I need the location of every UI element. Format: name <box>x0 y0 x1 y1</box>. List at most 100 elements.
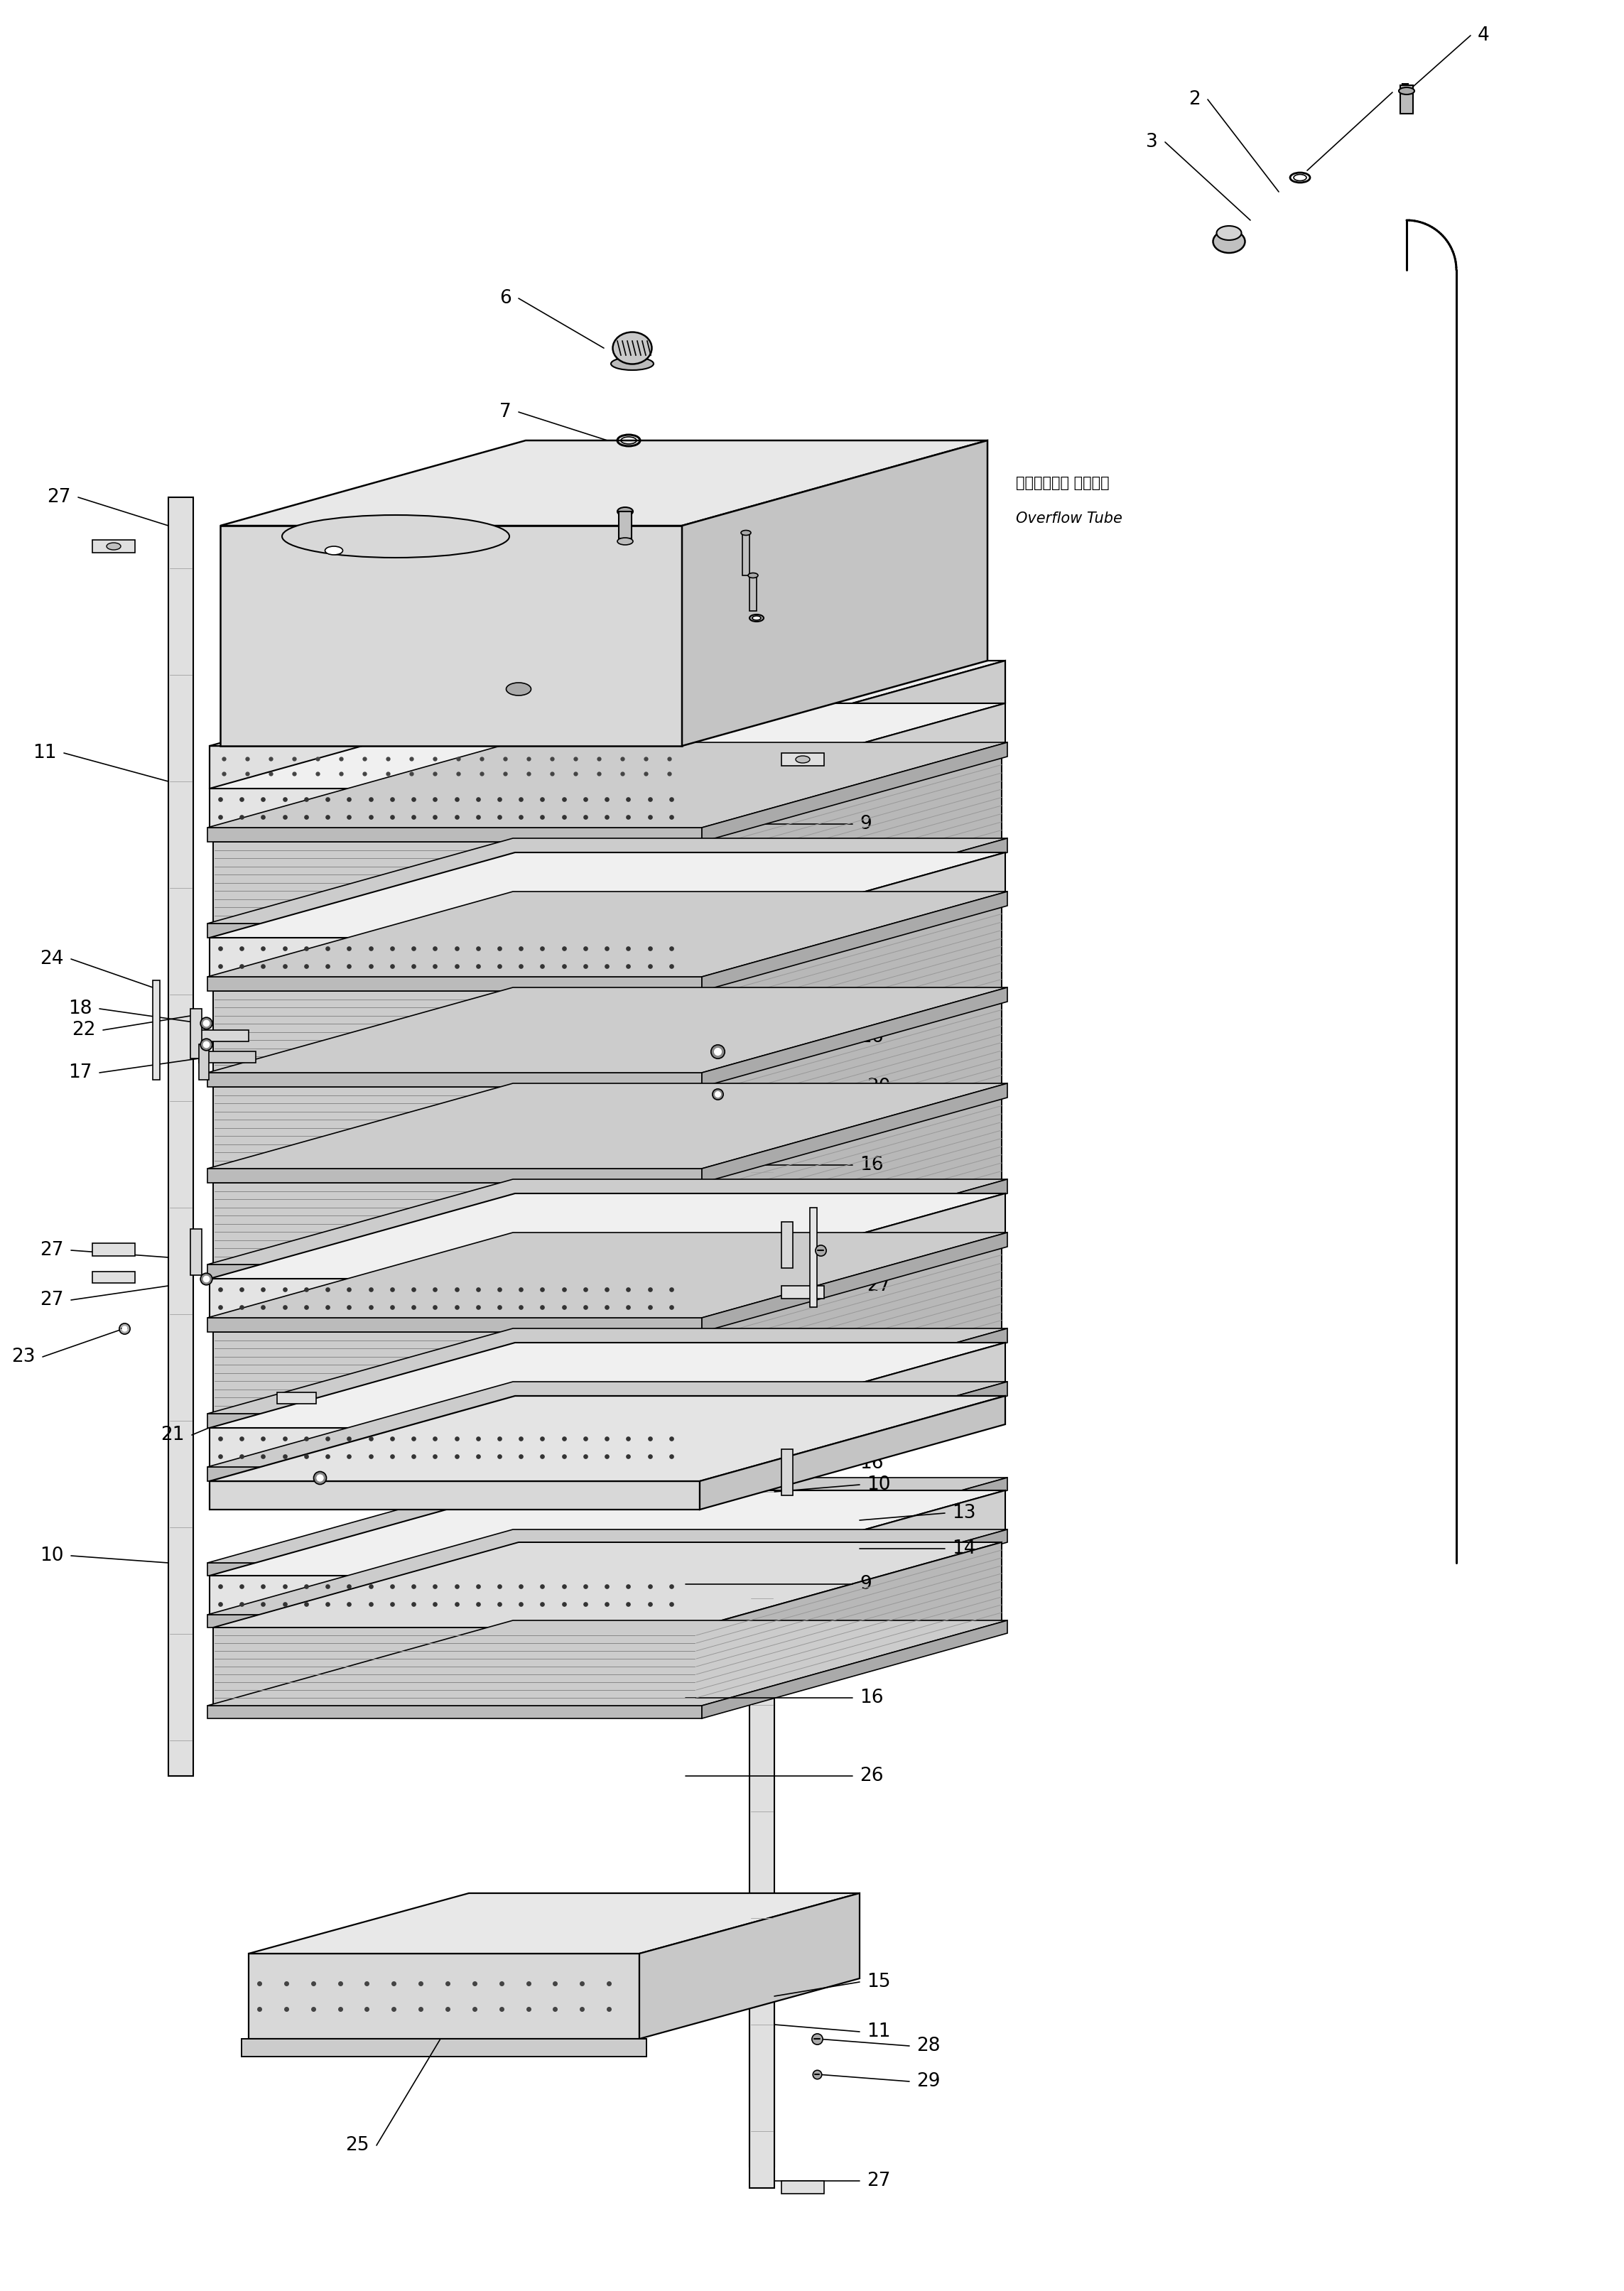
Text: 10: 10 <box>867 1475 890 1494</box>
Text: 27: 27 <box>867 2172 890 2190</box>
Polygon shape <box>702 987 1007 1086</box>
Text: 14: 14 <box>952 1540 976 1558</box>
Ellipse shape <box>325 545 343 554</box>
Polygon shape <box>702 1084 1007 1182</box>
Bar <box>750 575 757 612</box>
Polygon shape <box>209 747 700 788</box>
Ellipse shape <box>1213 229 1246 252</box>
Polygon shape <box>700 1395 1005 1510</box>
Text: 26: 26 <box>859 1340 883 1359</box>
Polygon shape <box>697 756 1002 923</box>
Text: 17: 17 <box>68 1063 93 1081</box>
Text: 15: 15 <box>867 1973 890 1991</box>
Polygon shape <box>702 742 1007 841</box>
Polygon shape <box>702 891 1007 992</box>
Ellipse shape <box>507 683 531 696</box>
Polygon shape <box>208 976 702 992</box>
Text: 5: 5 <box>1400 82 1411 101</box>
Ellipse shape <box>611 357 653 371</box>
Text: 7: 7 <box>500 403 512 422</box>
Ellipse shape <box>612 332 651 364</box>
Polygon shape <box>93 1244 135 1255</box>
Polygon shape <box>213 1331 697 1414</box>
Polygon shape <box>278 1393 317 1404</box>
Text: 9: 9 <box>859 816 872 834</box>
Text: 26: 26 <box>859 1029 883 1047</box>
Polygon shape <box>702 1329 1007 1427</box>
Text: 26: 26 <box>859 745 883 763</box>
Polygon shape <box>209 1278 700 1317</box>
Text: 4: 4 <box>1478 25 1489 46</box>
Text: 27: 27 <box>867 1276 890 1294</box>
Text: 22: 22 <box>71 1022 96 1040</box>
Ellipse shape <box>1294 174 1306 181</box>
Polygon shape <box>750 781 775 2167</box>
Text: 26: 26 <box>859 1766 883 1785</box>
Polygon shape <box>198 1052 255 1063</box>
Polygon shape <box>208 1615 702 1627</box>
Polygon shape <box>209 937 700 976</box>
Polygon shape <box>213 1001 1002 1086</box>
Text: 2: 2 <box>1189 89 1200 108</box>
Text: 3: 3 <box>1147 133 1158 151</box>
Text: 32: 32 <box>846 552 869 570</box>
Polygon shape <box>208 1705 702 1718</box>
Polygon shape <box>198 1045 209 1079</box>
Polygon shape <box>213 1246 1002 1331</box>
Polygon shape <box>208 742 1007 827</box>
Text: 20: 20 <box>867 1077 890 1095</box>
Polygon shape <box>702 1180 1007 1278</box>
Text: 11: 11 <box>867 2023 890 2041</box>
Polygon shape <box>700 852 1005 976</box>
Ellipse shape <box>741 529 750 536</box>
Ellipse shape <box>752 616 762 621</box>
Polygon shape <box>781 1285 823 1299</box>
Polygon shape <box>781 1450 793 1496</box>
Text: 12: 12 <box>859 1235 883 1253</box>
Polygon shape <box>209 1343 1005 1427</box>
Text: 21: 21 <box>161 1425 185 1443</box>
Polygon shape <box>169 497 193 1776</box>
Polygon shape <box>208 1072 702 1086</box>
Polygon shape <box>702 839 1007 937</box>
Ellipse shape <box>107 543 120 550</box>
Polygon shape <box>208 1381 1007 1466</box>
Ellipse shape <box>1398 87 1415 94</box>
Ellipse shape <box>1216 227 1241 241</box>
Text: 11: 11 <box>32 745 57 763</box>
Text: 8: 8 <box>500 488 512 506</box>
Polygon shape <box>208 1329 1007 1414</box>
Polygon shape <box>209 703 1005 788</box>
Ellipse shape <box>749 573 758 577</box>
Text: 24: 24 <box>41 951 63 969</box>
Polygon shape <box>697 1001 1002 1168</box>
Polygon shape <box>153 981 159 1079</box>
Text: 13: 13 <box>952 1503 976 1521</box>
Text: 25: 25 <box>346 2135 369 2154</box>
Polygon shape <box>640 1892 859 2039</box>
Polygon shape <box>700 703 1005 827</box>
Text: 10: 10 <box>41 1546 63 1565</box>
Polygon shape <box>213 756 1002 841</box>
Polygon shape <box>781 754 823 765</box>
Polygon shape <box>190 1008 201 1058</box>
Text: 16: 16 <box>859 921 883 939</box>
Text: 9: 9 <box>859 1574 872 1595</box>
Text: 16: 16 <box>859 1155 883 1175</box>
Text: 23: 23 <box>11 1347 36 1365</box>
Text: 27: 27 <box>41 1242 63 1260</box>
Text: 30: 30 <box>846 609 869 628</box>
Polygon shape <box>697 1246 1002 1414</box>
Polygon shape <box>208 1168 702 1182</box>
Text: 16: 16 <box>859 1688 883 1707</box>
Polygon shape <box>208 1562 702 1576</box>
Polygon shape <box>242 2039 646 2057</box>
Polygon shape <box>697 905 1002 1072</box>
Polygon shape <box>208 1265 702 1278</box>
Polygon shape <box>93 541 135 552</box>
Ellipse shape <box>750 614 763 621</box>
Polygon shape <box>209 1395 1005 1482</box>
Text: 22: 22 <box>867 1425 890 1443</box>
Bar <box>742 534 750 575</box>
Polygon shape <box>221 440 987 525</box>
